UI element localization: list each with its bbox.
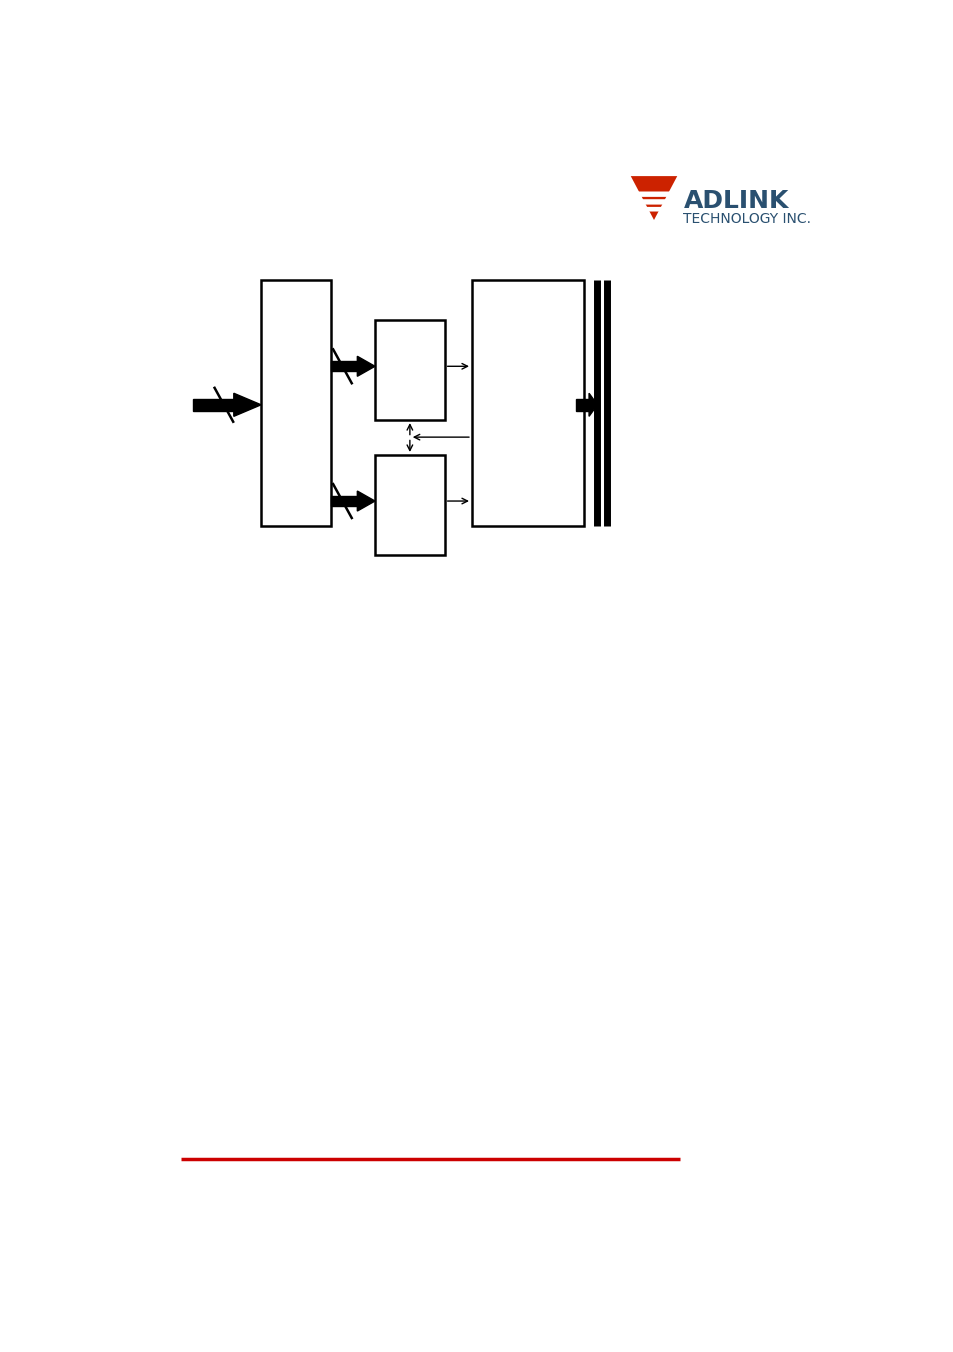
- Polygon shape: [357, 357, 375, 376]
- Bar: [576, 399, 588, 411]
- Polygon shape: [233, 393, 261, 416]
- Polygon shape: [588, 393, 597, 416]
- Bar: [261, 280, 331, 526]
- Bar: [193, 399, 233, 411]
- Bar: [375, 454, 444, 554]
- Bar: [331, 361, 357, 372]
- Text: ADLINK: ADLINK: [682, 189, 788, 214]
- Polygon shape: [636, 199, 669, 204]
- Text: TECHNOLOGY INC.: TECHNOLOGY INC.: [682, 212, 811, 226]
- Polygon shape: [357, 491, 375, 511]
- Bar: [472, 280, 583, 526]
- Polygon shape: [639, 207, 666, 211]
- Bar: [331, 496, 357, 506]
- Bar: [375, 320, 444, 420]
- Polygon shape: [633, 192, 671, 197]
- Polygon shape: [630, 176, 677, 220]
